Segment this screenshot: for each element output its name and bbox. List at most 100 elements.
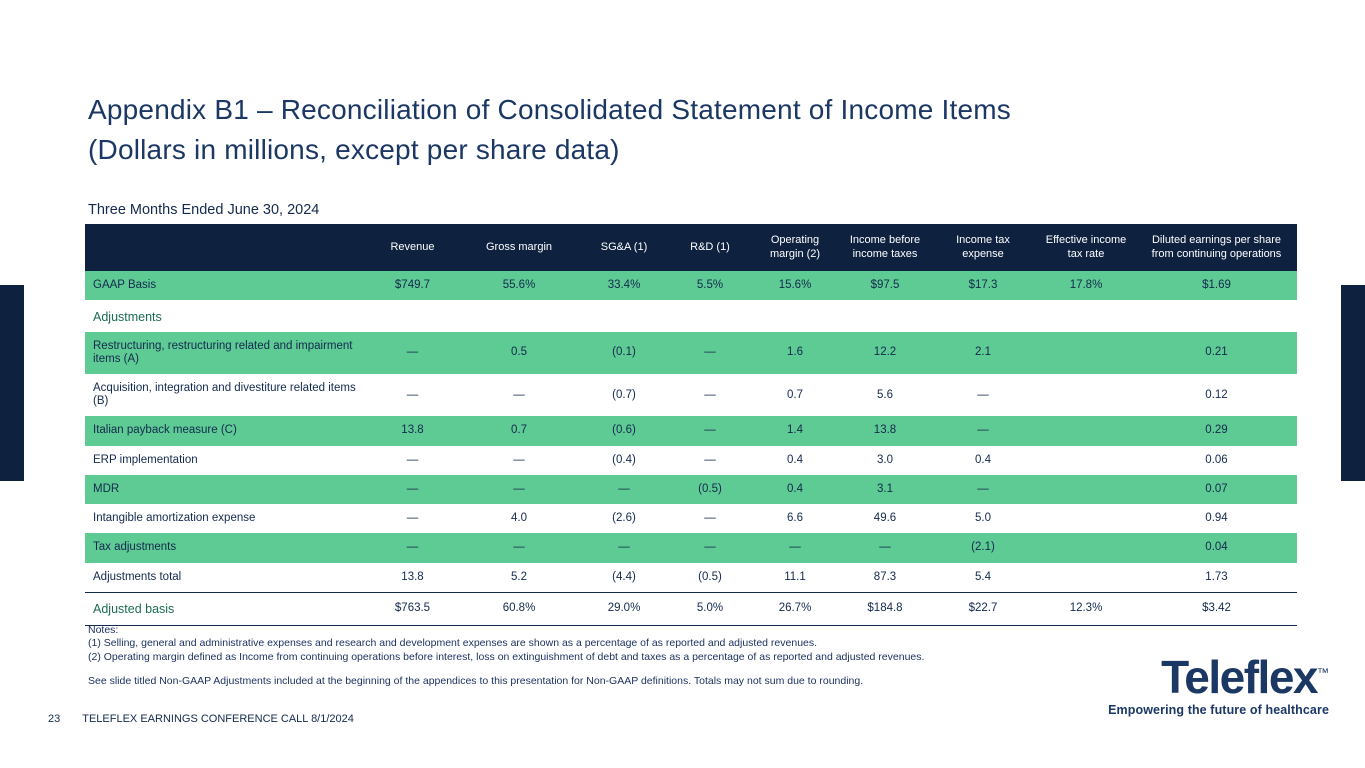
cell-value bbox=[1036, 504, 1136, 534]
cell-value: — bbox=[930, 374, 1036, 417]
row-label: GAAP Basis bbox=[85, 271, 365, 301]
table-row: Italian payback measure (C) 13.8 0.7 (0.6) —… bbox=[85, 416, 1297, 446]
slide-footer: 23 TELEFLEX EARNINGS CONFERENCE CALL 8/1… bbox=[48, 713, 354, 725]
cell-value: 29.0% bbox=[578, 591, 670, 627]
cell-value: — bbox=[578, 474, 670, 505]
cell-value: (0.5) bbox=[670, 474, 750, 505]
cell-value: (0.4) bbox=[578, 445, 670, 475]
row-label: Restructuring, restructuring related and… bbox=[85, 331, 365, 375]
cell-value: 0.94 bbox=[1136, 504, 1297, 534]
cell-value: 33.4% bbox=[578, 271, 670, 301]
table-header-row: Revenue Gross margin SG&A (1) R&D (1) Operat… bbox=[85, 224, 1297, 271]
cell-value: 12.2 bbox=[840, 331, 930, 375]
trademark-symbol: ™ bbox=[1317, 665, 1329, 680]
cell-value: 13.8 bbox=[365, 562, 460, 593]
cell-value: 0.7 bbox=[460, 416, 578, 446]
column-header: Operating margin (2) bbox=[750, 224, 840, 271]
table-row: MDR — — — (0.5) 0.4 3.1—0.07 bbox=[85, 474, 1297, 505]
cell-value: 1.4 bbox=[750, 416, 840, 446]
table-header: Revenue Gross margin SG&A (1) R&D (1) Operat… bbox=[85, 224, 1297, 271]
cell-value: 0.4 bbox=[750, 445, 840, 475]
cell-value: 6.6 bbox=[750, 504, 840, 534]
cell-value: — bbox=[670, 533, 750, 563]
cell-value bbox=[930, 300, 1036, 332]
cell-value: 13.8 bbox=[365, 416, 460, 446]
reconciliation-table: Revenue Gross margin SG&A (1) R&D (1) Operat… bbox=[85, 224, 1297, 627]
cell-value: 17.8% bbox=[1036, 271, 1136, 301]
footer-text: TELEFLEX EARNINGS CONFERENCE CALL 8/1/20… bbox=[82, 713, 354, 725]
table-row: Adjustments total 13.8 5.2 (4.4) (0.5) 11.1 87… bbox=[85, 562, 1297, 593]
cell-value bbox=[1036, 533, 1136, 563]
cell-value: 3.0 bbox=[840, 445, 930, 475]
cell-value: 1.73 bbox=[1136, 562, 1297, 593]
cell-value: — bbox=[670, 445, 750, 475]
cell-value: — bbox=[670, 374, 750, 417]
table-body: GAAP Basis $749.7 55.6% 33.4% 5.5% 15.6% $97.5… bbox=[85, 271, 1297, 627]
notes-see-slide: See slide titled Non-GAAP Adjustments in… bbox=[88, 674, 864, 687]
table-row: Acquisition, integration and divestiture… bbox=[85, 374, 1297, 417]
table-row: Restructuring, restructuring related and… bbox=[85, 331, 1297, 375]
cell-value bbox=[578, 300, 670, 332]
slide-title: Appendix B1 – Reconciliation of Consolid… bbox=[88, 90, 1011, 170]
cell-value: 87.3 bbox=[840, 562, 930, 593]
cell-value: $184.8 bbox=[840, 591, 930, 627]
cell-value: — bbox=[365, 374, 460, 417]
column-header: Income before income taxes bbox=[840, 224, 930, 271]
cell-value: 4.0 bbox=[460, 504, 578, 534]
cell-value: (4.4) bbox=[578, 562, 670, 593]
cell-value: — bbox=[460, 474, 578, 505]
cell-value: $1.69 bbox=[1136, 271, 1297, 301]
cell-value: (0.6) bbox=[578, 416, 670, 446]
row-label: Adjustments bbox=[85, 300, 365, 332]
cell-value bbox=[1036, 562, 1136, 593]
row-label: MDR bbox=[85, 474, 365, 505]
cell-value: $22.7 bbox=[930, 591, 1036, 627]
cell-value bbox=[1036, 445, 1136, 475]
cell-value: (0.7) bbox=[578, 374, 670, 417]
cell-value: (0.5) bbox=[670, 562, 750, 593]
cell-value: 0.7 bbox=[750, 374, 840, 417]
cell-value: — bbox=[670, 416, 750, 446]
cell-value: 0.21 bbox=[1136, 331, 1297, 375]
cell-value: 13.8 bbox=[840, 416, 930, 446]
cell-value: — bbox=[460, 374, 578, 417]
column-header bbox=[85, 224, 365, 271]
cell-value: 5.0 bbox=[930, 504, 1036, 534]
logo-tagline: Empowering the future of healthcare bbox=[1108, 703, 1329, 717]
column-header: Gross margin bbox=[460, 224, 578, 271]
cell-value bbox=[750, 300, 840, 332]
cell-value: — bbox=[460, 445, 578, 475]
slide-title-line1: Appendix B1 – Reconciliation of Consolid… bbox=[88, 94, 1011, 125]
cell-value: — bbox=[365, 445, 460, 475]
cell-value: — bbox=[365, 504, 460, 534]
note-1: (1) Selling, general and administrative … bbox=[88, 637, 818, 650]
row-label: Adjusted basis bbox=[85, 591, 365, 627]
cell-value: 49.6 bbox=[840, 504, 930, 534]
cell-value: (2.1) bbox=[930, 533, 1036, 563]
cell-value: $17.3 bbox=[930, 271, 1036, 301]
row-label: ERP implementation bbox=[85, 445, 365, 475]
left-accent-bar bbox=[0, 285, 24, 481]
table-row: ERP implementation — — (0.4) —0.4 3.0 0.4 0.06 bbox=[85, 445, 1297, 475]
column-header: Effective income tax rate bbox=[1036, 224, 1136, 271]
cell-value: — bbox=[578, 533, 670, 563]
cell-value bbox=[1036, 416, 1136, 446]
cell-value: 5.4 bbox=[930, 562, 1036, 593]
row-label: Intangible amortization expense bbox=[85, 504, 365, 534]
column-header: R&D (1) bbox=[670, 224, 750, 271]
cell-value: 2.1 bbox=[930, 331, 1036, 375]
cell-value: — bbox=[365, 331, 460, 375]
cell-value: 5.2 bbox=[460, 562, 578, 593]
column-header: Revenue bbox=[365, 224, 460, 271]
cell-value: 5.5% bbox=[670, 271, 750, 301]
cell-value: 0.07 bbox=[1136, 474, 1297, 505]
cell-value: — bbox=[930, 416, 1036, 446]
cell-value: (0.1) bbox=[578, 331, 670, 375]
cell-value: — bbox=[670, 331, 750, 375]
teleflex-logo: Teleflex™ Empowering the future of healt… bbox=[1108, 654, 1329, 717]
cell-value: — bbox=[365, 474, 460, 505]
slide-title-line2: (Dollars in millions, except per share d… bbox=[88, 134, 620, 166]
cell-value: 11.1 bbox=[750, 562, 840, 593]
cell-value: 0.4 bbox=[750, 474, 840, 505]
